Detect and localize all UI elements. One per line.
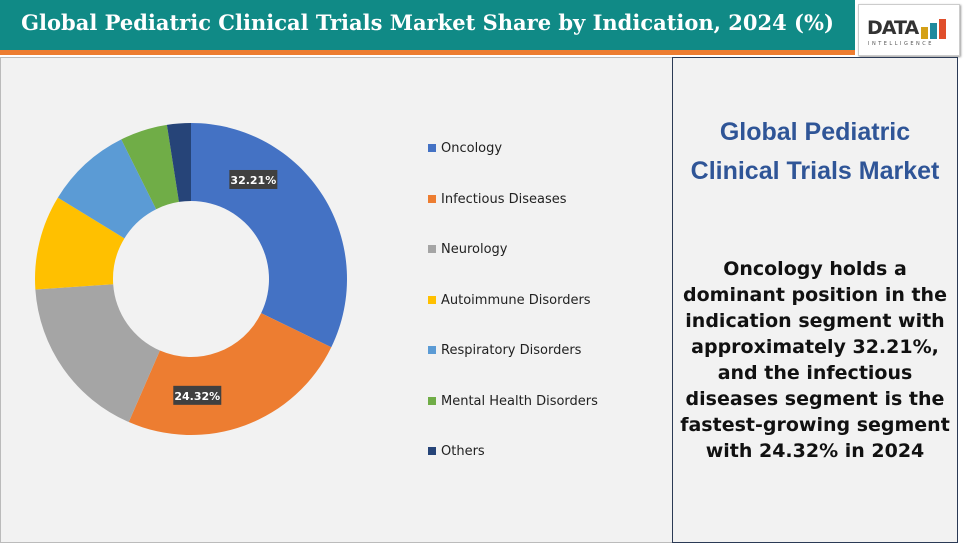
slice-autoimmune-disorders xyxy=(34,197,125,290)
slice-oncology xyxy=(191,123,347,348)
legend-item: Oncology xyxy=(428,141,502,156)
legend-swatch xyxy=(428,194,436,203)
legend-swatch xyxy=(428,144,436,152)
legend-item: Respiratory Disorders xyxy=(428,343,581,358)
legend-label: Infectious Diseases xyxy=(441,191,567,207)
legend-item: Mental Health Disorders xyxy=(428,394,598,409)
summary-text: Oncology holds a dominant position in th… xyxy=(680,258,950,462)
legend-label: Oncology xyxy=(441,141,503,156)
logo-text: DATA xyxy=(867,17,919,39)
slice-neurology xyxy=(35,284,160,423)
data-label: 24.32% xyxy=(173,385,222,405)
summary-title: Global Pediatric Clinical Trials Market xyxy=(690,118,940,185)
logo: DATA INTELLIGENCE xyxy=(858,4,960,56)
slice-others xyxy=(166,123,191,202)
slice-respiratory-disorders xyxy=(57,139,157,239)
legend-swatch xyxy=(428,245,436,253)
page-title: Global Pediatric Clinical Trials Market … xyxy=(21,10,834,35)
legend-item: Infectious Diseases xyxy=(428,192,567,207)
data-label: 32.21% xyxy=(229,169,278,189)
logo-subtext: INTELLIGENCE xyxy=(868,41,934,47)
legend-swatch xyxy=(428,447,436,455)
legend-swatch xyxy=(428,396,436,405)
svg-text:32.21%: 32.21% xyxy=(230,174,276,187)
legend-item: Autoimmune Disorders xyxy=(428,293,591,308)
legend-label: Mental Health Disorders xyxy=(441,393,598,409)
legend-swatch xyxy=(428,295,436,304)
legend-label: Autoimmune Disorders xyxy=(441,292,591,308)
header-bar xyxy=(0,0,855,55)
slice-mental-health-disorders xyxy=(121,124,179,210)
svg-text:24.32%: 24.32% xyxy=(174,390,220,403)
legend-item: Others xyxy=(428,444,485,459)
logo-bars-icon xyxy=(921,19,946,39)
legend-label: Others xyxy=(441,444,485,459)
summary-panel: Global Pediatric Clinical Trials Market … xyxy=(672,57,958,543)
donut-chart: 32.21% 24.32% xyxy=(34,123,347,435)
legend-label: Neurology xyxy=(441,242,508,257)
legend-label: Respiratory Disorders xyxy=(441,343,582,358)
legend-item: Neurology xyxy=(428,242,508,257)
legend-swatch xyxy=(428,346,436,354)
